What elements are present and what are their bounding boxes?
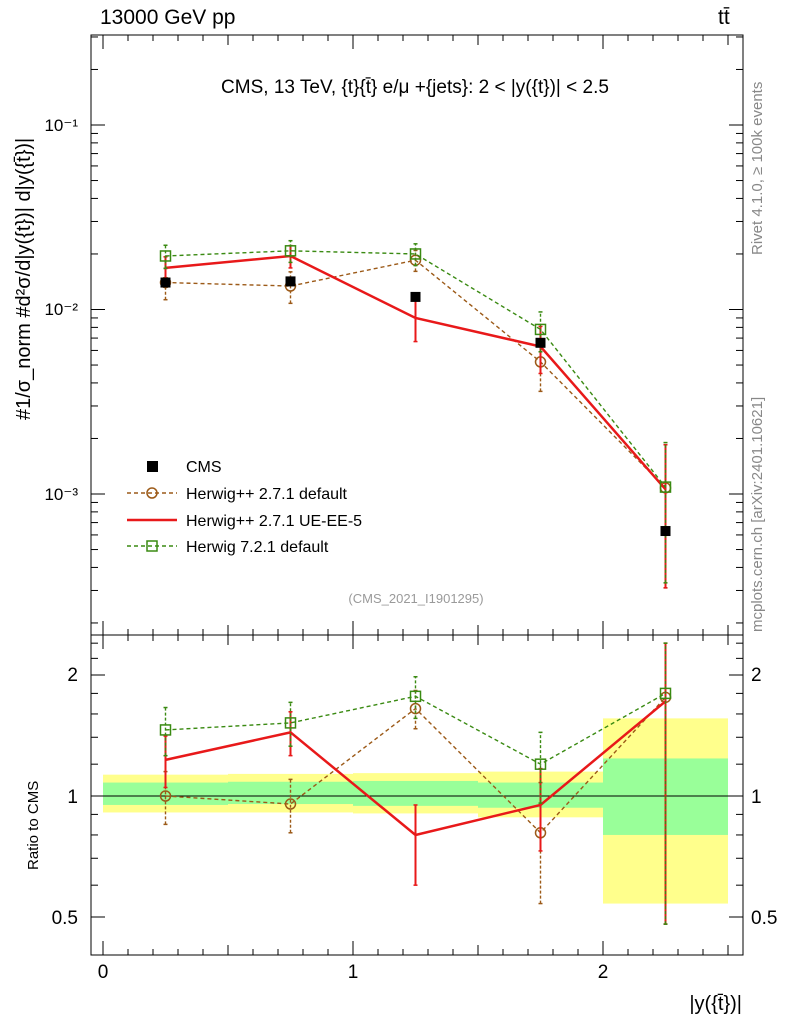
cms-data-point [535, 337, 546, 348]
ratio-point-2 [534, 758, 547, 770]
main-tick-label-1e-3: 10⁻³ [44, 485, 78, 504]
legend-label-hpp-default: Herwig++ 2.7.1 default [186, 486, 348, 503]
mcplots-label: mcplots.cern.ch [arXiv:2401.10621] [749, 397, 766, 632]
cms-data-point [410, 291, 421, 302]
x-tick-label-2: 2 [598, 962, 609, 983]
ratio-tick-label-05-right: 0.5 [751, 908, 777, 929]
ratio-band-green [353, 780, 478, 806]
x-tick-label-1: 1 [348, 962, 359, 983]
legend-label-hpp-ueee5: Herwig++ 2.7.1 UE-EE-5 [186, 513, 362, 530]
main-tick-label-1e-1: 10⁻¹ [44, 116, 78, 135]
legend-marker-hpp-default [146, 487, 158, 499]
legend-label-cms: CMS [186, 459, 222, 476]
header-left: 13000 GeV pp [100, 6, 236, 29]
ratio-point-0 [409, 702, 422, 715]
ratio-tick-labels: 2 1 0.5 2 1 0.5 0 1 2 [52, 665, 778, 983]
legend: CMS Herwig++ 2.7.1 default Herwig++ 2.7.… [127, 459, 362, 556]
main-point-2 [159, 250, 172, 262]
rivet-label: Rivet 4.1.0, ≥ 100k events [749, 82, 766, 255]
x-axis-label: |y({t̄})| [689, 993, 742, 1015]
ratio-point-0 [284, 798, 297, 810]
ratio-point-2 [159, 724, 172, 736]
legend-marker-cms [147, 461, 158, 472]
header-right: tt̄ [718, 6, 730, 29]
cms-data-point [285, 276, 296, 287]
ratio-tick-label-1-left: 1 [67, 787, 78, 808]
main-tick-label-1e-2: 10⁻² [44, 300, 78, 319]
x-tick-label-0: 0 [98, 962, 109, 983]
main-title: CMS, 13 TeV, {t}{t̄} e/μ +{jets}: 2 < |y… [221, 77, 609, 98]
main-watermark: (CMS_2021_I1901295) [348, 591, 483, 606]
ratio-point-0 [159, 790, 172, 802]
legend-label-h7-default: Herwig 7.2.1 default [186, 539, 329, 556]
ratio-point-2 [659, 687, 672, 700]
ratio-point-2 [284, 717, 297, 729]
legend-marker-h7-default [146, 540, 158, 552]
ratio-tick-label-2-left: 2 [67, 665, 78, 686]
cms-data-point [660, 526, 671, 537]
ratio-band-green [228, 781, 353, 805]
main-ticks [91, 35, 743, 635]
ratio-series [159, 642, 672, 925]
main-point-2 [534, 323, 547, 336]
cms-data-point [160, 277, 171, 288]
ratio-point-2 [409, 690, 422, 703]
main-tick-labels: 10⁻¹ 10⁻² 10⁻³ [44, 116, 78, 504]
main-series [159, 239, 672, 589]
ratio-ylabel: Ratio to CMS [25, 781, 42, 870]
ratio-tick-label-2-right: 2 [751, 665, 762, 686]
ratio-frame [90, 634, 744, 956]
main-ylabel: #1/σ_norm #d²σ/d|y({t})| d|y({t̄})| [13, 138, 35, 420]
main-point-2 [284, 245, 297, 257]
main-line-1 [165, 254, 667, 491]
main-point-2 [659, 481, 672, 493]
main-line-2 [165, 250, 667, 488]
ratio-tick-label-05-left: 0.5 [52, 908, 78, 929]
main-point-2 [409, 248, 422, 260]
ratio-ticks [91, 635, 743, 955]
ratio-tick-label-1-right: 1 [751, 787, 762, 808]
